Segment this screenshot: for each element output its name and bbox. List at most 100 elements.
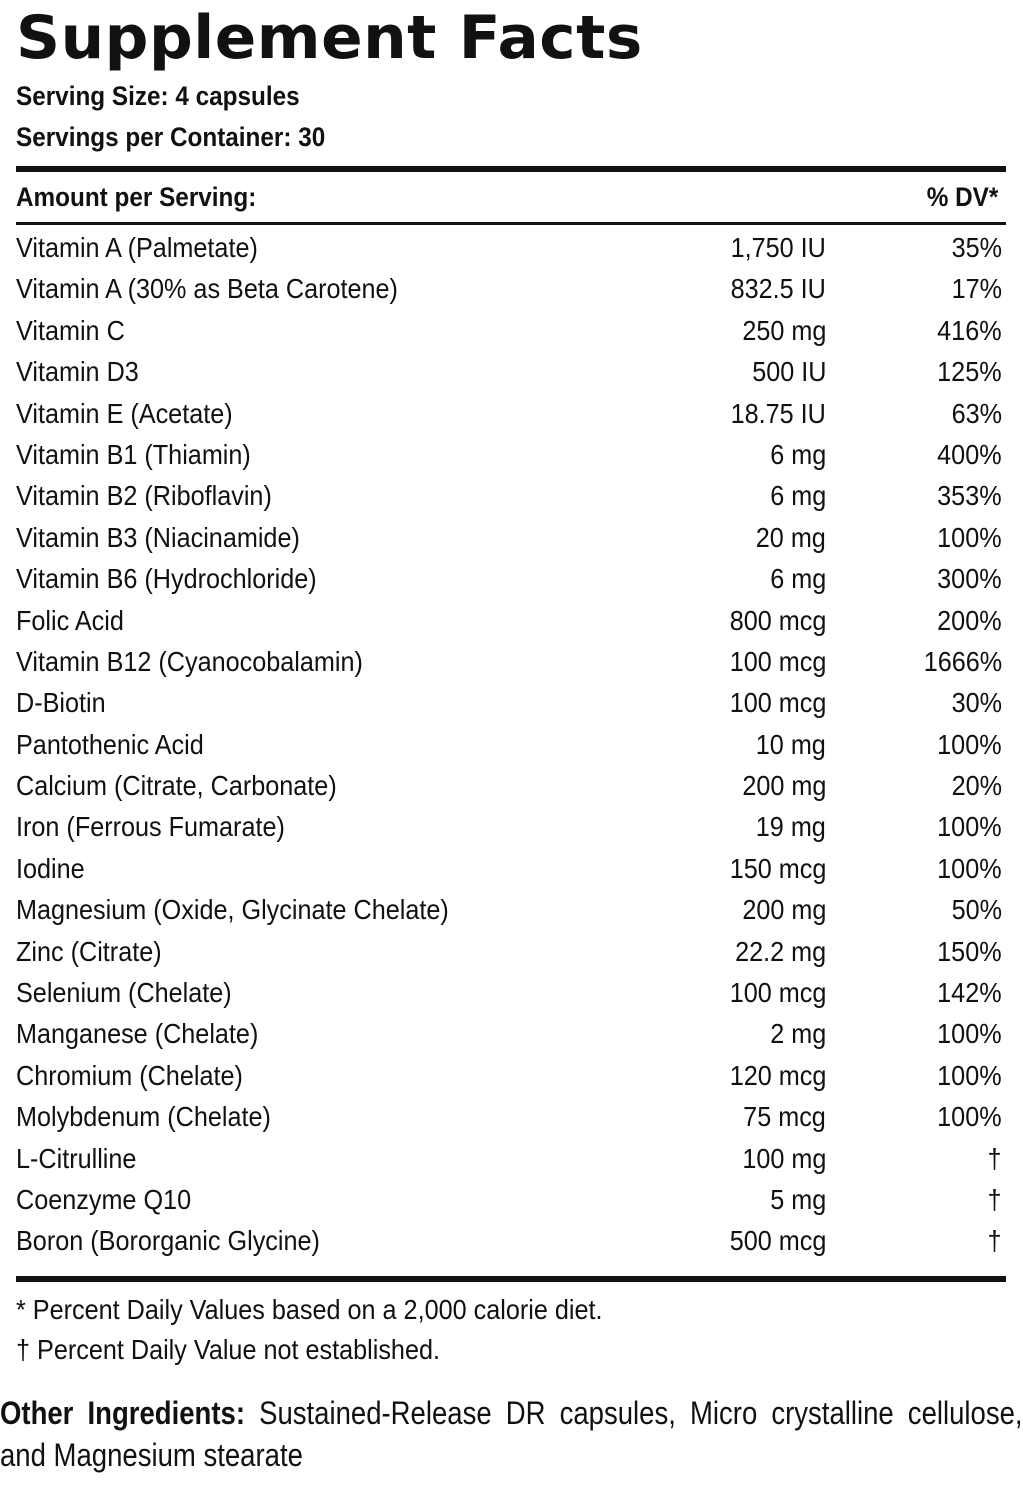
nutrient-amount: 1,750 IU bbox=[730, 232, 826, 263]
nutrient-amount: 19 mg bbox=[755, 811, 826, 843]
nutrient-name: Manganese (Chelate) bbox=[16, 1018, 259, 1050]
nutrient-daily-value: 100% bbox=[937, 1059, 1002, 1091]
nutrient-name: Calcium (Citrate, Carbonate) bbox=[16, 770, 337, 802]
nutrient-name: D-Biotin bbox=[16, 687, 106, 719]
nutrient-name: Iron (Ferrous Fumarate) bbox=[16, 811, 285, 843]
nutrient-row: Vitamin E (Acetate) 18.75 IU 63% bbox=[16, 393, 1006, 434]
nutrient-row: Calcium (Citrate, Carbonate) 200 mg 20% bbox=[16, 765, 1006, 806]
amount-header-row: Amount per Serving: % DV* bbox=[16, 172, 1006, 222]
nutrient-row: Iodine 150 mcg 100% bbox=[16, 848, 1006, 889]
nutrient-row: Folic Acid 800 mcg 200% bbox=[16, 600, 1006, 641]
nutrient-name: Molybdenum (Chelate) bbox=[16, 1101, 271, 1133]
nutrient-amount: 100 mcg bbox=[729, 977, 826, 1009]
nutrient-name: Folic Acid bbox=[16, 604, 124, 636]
nutrient-daily-value: † bbox=[987, 1183, 1002, 1215]
nutrient-name: Vitamin B2 (Riboflavin) bbox=[16, 480, 272, 512]
header-divider bbox=[16, 166, 1006, 172]
nutrient-name: Zinc (Citrate) bbox=[16, 935, 162, 967]
nutrient-amount: 100 mcg bbox=[729, 687, 826, 719]
nutrient-daily-value: 125% bbox=[937, 356, 1002, 388]
nutrient-name: Vitamin B1 (Thiamin) bbox=[16, 438, 251, 470]
nutrient-daily-value: 35% bbox=[951, 232, 1002, 263]
nutrient-daily-value: 142% bbox=[937, 977, 1002, 1009]
nutrient-name: Vitamin A (30% as Beta Carotene) bbox=[16, 273, 398, 305]
amount-per-serving-label: Amount per Serving: bbox=[16, 181, 257, 212]
nutrient-daily-value: 353% bbox=[937, 480, 1002, 512]
nutrient-daily-value: 100% bbox=[937, 521, 1002, 553]
servings-per-container: Servings per Container: 30 bbox=[16, 122, 326, 152]
nutrient-daily-value: † bbox=[987, 1225, 1002, 1257]
nutrient-daily-value: 30% bbox=[951, 687, 1002, 719]
nutrient-name: Selenium (Chelate) bbox=[16, 977, 232, 1009]
nutrient-row: Molybdenum (Chelate) 75 mcg 100% bbox=[16, 1096, 1006, 1137]
nutrient-row: Magnesium (Oxide, Glycinate Chelate) 200 … bbox=[16, 889, 1006, 930]
nutrient-name: L-Citrulline bbox=[16, 1142, 137, 1174]
nutrient-name: Vitamin B12 (Cyanocobalamin) bbox=[16, 645, 363, 677]
nutrient-amount: 100 mcg bbox=[729, 645, 826, 677]
nutrient-amount: 6 mg bbox=[769, 563, 826, 595]
nutrient-daily-value: † bbox=[987, 1142, 1002, 1174]
nutrient-daily-value: 100% bbox=[937, 1018, 1002, 1050]
nutrient-row: Vitamin C 250 mg 416% bbox=[16, 310, 1006, 351]
nutrient-row: Zinc (Citrate) 22.2 mg 150% bbox=[16, 931, 1006, 972]
nutrient-amount: 800 mcg bbox=[729, 604, 826, 636]
nutrient-name: Boron (Bororganic Glycine) bbox=[16, 1225, 320, 1257]
serving-size: Serving Size: 4 capsules bbox=[16, 81, 300, 111]
nutrient-amount: 832.5 IU bbox=[730, 273, 826, 305]
nutrient-row: L-Citrulline 100 mg † bbox=[16, 1138, 1006, 1179]
nutrient-amount: 150 mcg bbox=[729, 852, 826, 884]
nutrient-amount: 500 mcg bbox=[729, 1225, 826, 1257]
nutrient-amount: 500 IU bbox=[751, 356, 826, 388]
nutrient-row: Vitamin A (Palmetate) 1,750 IU 35% bbox=[16, 227, 1006, 268]
nutrient-daily-value: 63% bbox=[951, 397, 1002, 429]
nutrient-name: Vitamin A (Palmetate) bbox=[16, 232, 258, 263]
nutrient-row: Vitamin B6 (Hydrochloride) 6 mg 300% bbox=[16, 558, 1006, 599]
nutrient-daily-value: 300% bbox=[937, 563, 1002, 595]
nutrient-daily-value: 416% bbox=[937, 314, 1002, 346]
nutrient-daily-value: 100% bbox=[937, 852, 1002, 884]
nutrient-amount: 200 mg bbox=[741, 894, 826, 926]
nutrient-row: Manganese (Chelate) 2 mg 100% bbox=[16, 1013, 1006, 1054]
nutrient-name: Iodine bbox=[16, 852, 85, 884]
nutrient-daily-value: 20% bbox=[951, 770, 1002, 802]
nutrient-name: Vitamin B6 (Hydrochloride) bbox=[16, 563, 317, 595]
nutrient-row: Vitamin A (30% as Beta Carotene) 832.5 IU… bbox=[16, 268, 1006, 309]
nutrient-name: Vitamin C bbox=[16, 314, 125, 346]
other-ingredients-text: Sustained-Release DR capsules, Micro cry… bbox=[0, 1395, 1023, 1473]
nutrient-amount: 75 mcg bbox=[743, 1101, 826, 1133]
supplement-facts-panel: Supplement Facts Serving Size: 4 capsule… bbox=[16, 0, 1006, 1370]
table-bottom-divider bbox=[16, 1275, 1006, 1282]
nutrient-amount: 6 mg bbox=[769, 480, 826, 512]
nutrient-amount: 100 mg bbox=[741, 1142, 826, 1174]
footnote-not-established: † Percent Daily Value not established. bbox=[16, 1333, 440, 1365]
nutrient-row: D-Biotin 100 mcg 30% bbox=[16, 682, 1006, 723]
nutrient-amount: 2 mg bbox=[769, 1018, 826, 1050]
nutrient-row: Vitamin B2 (Riboflavin) 6 mg 353% bbox=[16, 475, 1006, 516]
nutrient-amount: 22.2 mg bbox=[734, 935, 826, 967]
nutrient-daily-value: 100% bbox=[937, 728, 1002, 760]
panel-title: Supplement Facts bbox=[16, 3, 643, 73]
nutrient-row: Coenzyme Q10 5 mg † bbox=[16, 1179, 1006, 1220]
nutrient-row: Vitamin D3 500 IU 125% bbox=[16, 351, 1006, 392]
nutrient-amount: 250 mg bbox=[741, 314, 826, 346]
nutrient-daily-value: 1666% bbox=[923, 645, 1002, 677]
nutrient-table: Vitamin A (Palmetate) 1,750 IU 35% Vitamin … bbox=[16, 225, 1006, 1268]
nutrient-name: Magnesium (Oxide, Glycinate Chelate) bbox=[16, 894, 449, 926]
nutrient-name: Coenzyme Q10 bbox=[16, 1183, 192, 1215]
nutrient-row: Vitamin B1 (Thiamin) 6 mg 400% bbox=[16, 434, 1006, 475]
nutrient-name: Vitamin B3 (Niacinamide) bbox=[16, 521, 300, 553]
nutrient-row: Vitamin B3 (Niacinamide) 20 mg 100% bbox=[16, 517, 1006, 558]
nutrient-daily-value: 50% bbox=[951, 894, 1002, 926]
nutrient-amount: 18.75 IU bbox=[730, 397, 826, 429]
nutrient-amount: 10 mg bbox=[755, 728, 826, 760]
nutrient-name: Chromium (Chelate) bbox=[16, 1059, 243, 1091]
nutrient-row: Chromium (Chelate) 120 mcg 100% bbox=[16, 1055, 1006, 1096]
nutrient-row: Vitamin B12 (Cyanocobalamin) 100 mcg 1666% bbox=[16, 641, 1006, 682]
nutrient-name: Vitamin D3 bbox=[16, 356, 139, 388]
nutrient-row: Pantothenic Acid 10 mg 100% bbox=[16, 724, 1006, 765]
nutrient-amount: 5 mg bbox=[769, 1183, 826, 1215]
other-ingredients-label: Other Ingredients: bbox=[0, 1395, 245, 1431]
other-ingredients: Other Ingredients: Sustained-Release DR … bbox=[0, 1392, 1023, 1476]
nutrient-daily-value: 150% bbox=[937, 935, 1002, 967]
table-top-divider bbox=[16, 222, 1006, 225]
